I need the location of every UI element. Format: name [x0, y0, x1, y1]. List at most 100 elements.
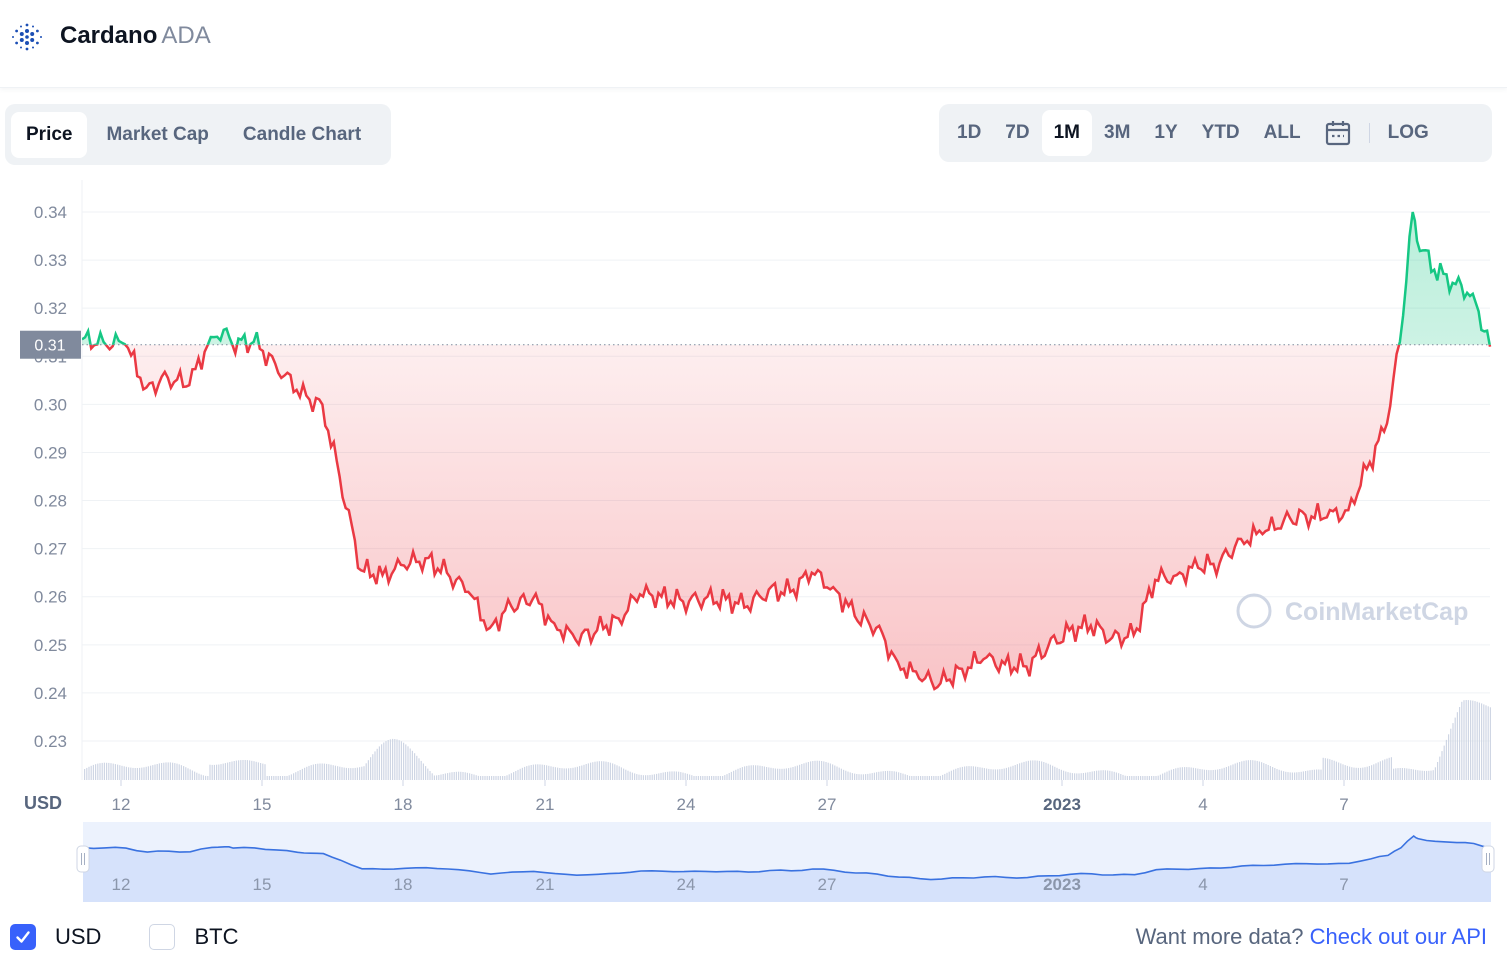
volume-bar: [937, 776, 939, 780]
log-scale-button[interactable]: LOG: [1387, 122, 1429, 143]
volume-bar: [1080, 773, 1082, 780]
tab-market-cap[interactable]: Market Cap: [106, 123, 209, 145]
api-link[interactable]: Check out our API: [1309, 924, 1487, 949]
volume-bar: [680, 772, 682, 780]
volume-bar: [981, 767, 983, 780]
volume-bar: [306, 766, 308, 780]
volume-bar: [108, 762, 110, 780]
usd-label: USD: [55, 924, 102, 949]
volume-bar: [601, 761, 603, 780]
tab-candle-chart[interactable]: Candle Chart: [242, 123, 362, 145]
volume-bar: [253, 761, 255, 780]
volume-bar: [301, 768, 303, 780]
volume-bar: [1177, 767, 1179, 780]
volume-bar: [521, 767, 523, 780]
volume-bar: [321, 763, 323, 780]
x-tick-label: 21: [536, 795, 555, 814]
volume-bar: [768, 767, 770, 780]
volume-bar: [508, 774, 510, 780]
volume-bar: [752, 765, 754, 780]
volume-bar: [882, 771, 884, 780]
volume-bar: [1485, 705, 1487, 780]
usd-checkbox[interactable]: [10, 924, 36, 950]
range-7d-button[interactable]: 7D: [1005, 122, 1030, 143]
x-tick-label: 15: [253, 795, 272, 814]
volume-bar: [464, 772, 466, 780]
navigator-right-handle[interactable]: [1481, 845, 1495, 873]
volume-bar: [1199, 769, 1201, 780]
volume-bar: [125, 766, 127, 780]
volume-bar: [889, 770, 891, 780]
volume-bar: [163, 762, 165, 780]
volume-bar: [473, 774, 475, 780]
volume-bar: [374, 751, 376, 780]
volume-bar: [1159, 774, 1161, 780]
date-picker-button[interactable]: [1313, 110, 1363, 156]
volume-bar: [317, 763, 319, 780]
volume-bar: [123, 766, 125, 780]
volume-bar: [312, 764, 314, 780]
volume-bar: [365, 763, 367, 780]
volume-bar: [867, 773, 869, 780]
volume-bar: [854, 773, 856, 780]
volume-bar: [1483, 704, 1485, 780]
volume-bar: [1357, 767, 1359, 780]
volume-bar: [1173, 769, 1175, 780]
volume-bar: [147, 766, 149, 780]
volume-bar: [581, 765, 583, 780]
volume-bar: [748, 765, 750, 780]
volume-bar: [205, 775, 207, 780]
volume-bar: [1252, 760, 1254, 780]
volume-bar: [167, 762, 169, 780]
volume-bar: [275, 776, 277, 780]
volume-bar: [957, 768, 959, 780]
volume-bar: [1368, 766, 1370, 780]
btc-checkbox[interactable]: [149, 924, 176, 950]
volume-bar: [156, 764, 158, 780]
volume-bar: [1162, 773, 1164, 780]
x-tick-label: 12: [112, 795, 131, 814]
volume-bar: [1329, 759, 1331, 780]
volume-bar: [816, 760, 818, 780]
volume-bar: [141, 767, 143, 780]
volume-bar: [319, 763, 321, 780]
volume-bar: [1258, 761, 1260, 780]
volume-bar: [372, 754, 374, 780]
volume-bar: [136, 768, 138, 780]
volume-bar: [1371, 765, 1373, 780]
range-1d-button[interactable]: 1D: [957, 122, 982, 143]
volume-bar: [999, 769, 1001, 780]
volume-bar: [112, 763, 114, 780]
volume-bar: [471, 773, 473, 780]
volume-bar: [1016, 764, 1018, 780]
volume-bar: [708, 776, 710, 780]
volume-bar: [931, 776, 933, 780]
volume-bar: [1067, 772, 1069, 780]
volume-bar: [491, 776, 493, 780]
volume-bar: [460, 771, 462, 780]
volume-bar: [323, 763, 325, 780]
volume-bar: [557, 767, 559, 780]
navigator-left-handle[interactable]: [76, 845, 90, 873]
price-chart[interactable]: 0.34 0.33 0.32 0.31 0.30 0.29 0.28 0.27 0.26 0.25…: [0, 180, 1507, 910]
volume-bar: [671, 771, 673, 780]
volume-bar: [1377, 762, 1379, 780]
volume-bar: [634, 773, 636, 780]
volume-bar: [832, 764, 834, 780]
volume-bar: [1038, 760, 1040, 780]
volume-bar: [1467, 700, 1469, 780]
volume-bar: [1375, 763, 1377, 780]
range-ytd-button[interactable]: YTD: [1201, 122, 1240, 143]
range-all-button[interactable]: ALL: [1263, 122, 1301, 143]
range-3m-button[interactable]: 3M: [1104, 122, 1131, 143]
volume-bar: [796, 765, 798, 780]
range-navigator[interactable]: 12 15 18 21 24 27 2023 4 7: [76, 822, 1495, 902]
range-1m-button[interactable]: 1M: [1041, 110, 1092, 156]
tab-price[interactable]: Price: [11, 111, 88, 158]
x-axis-ticks: USD 12 15 18 21 24 27 2023 4 7: [24, 780, 1349, 814]
volume-bar: [1164, 772, 1166, 780]
volume-bar: [862, 774, 864, 780]
volume-bar: [429, 771, 431, 780]
volume-bar: [970, 766, 972, 780]
range-1y-button[interactable]: 1Y: [1154, 122, 1178, 143]
